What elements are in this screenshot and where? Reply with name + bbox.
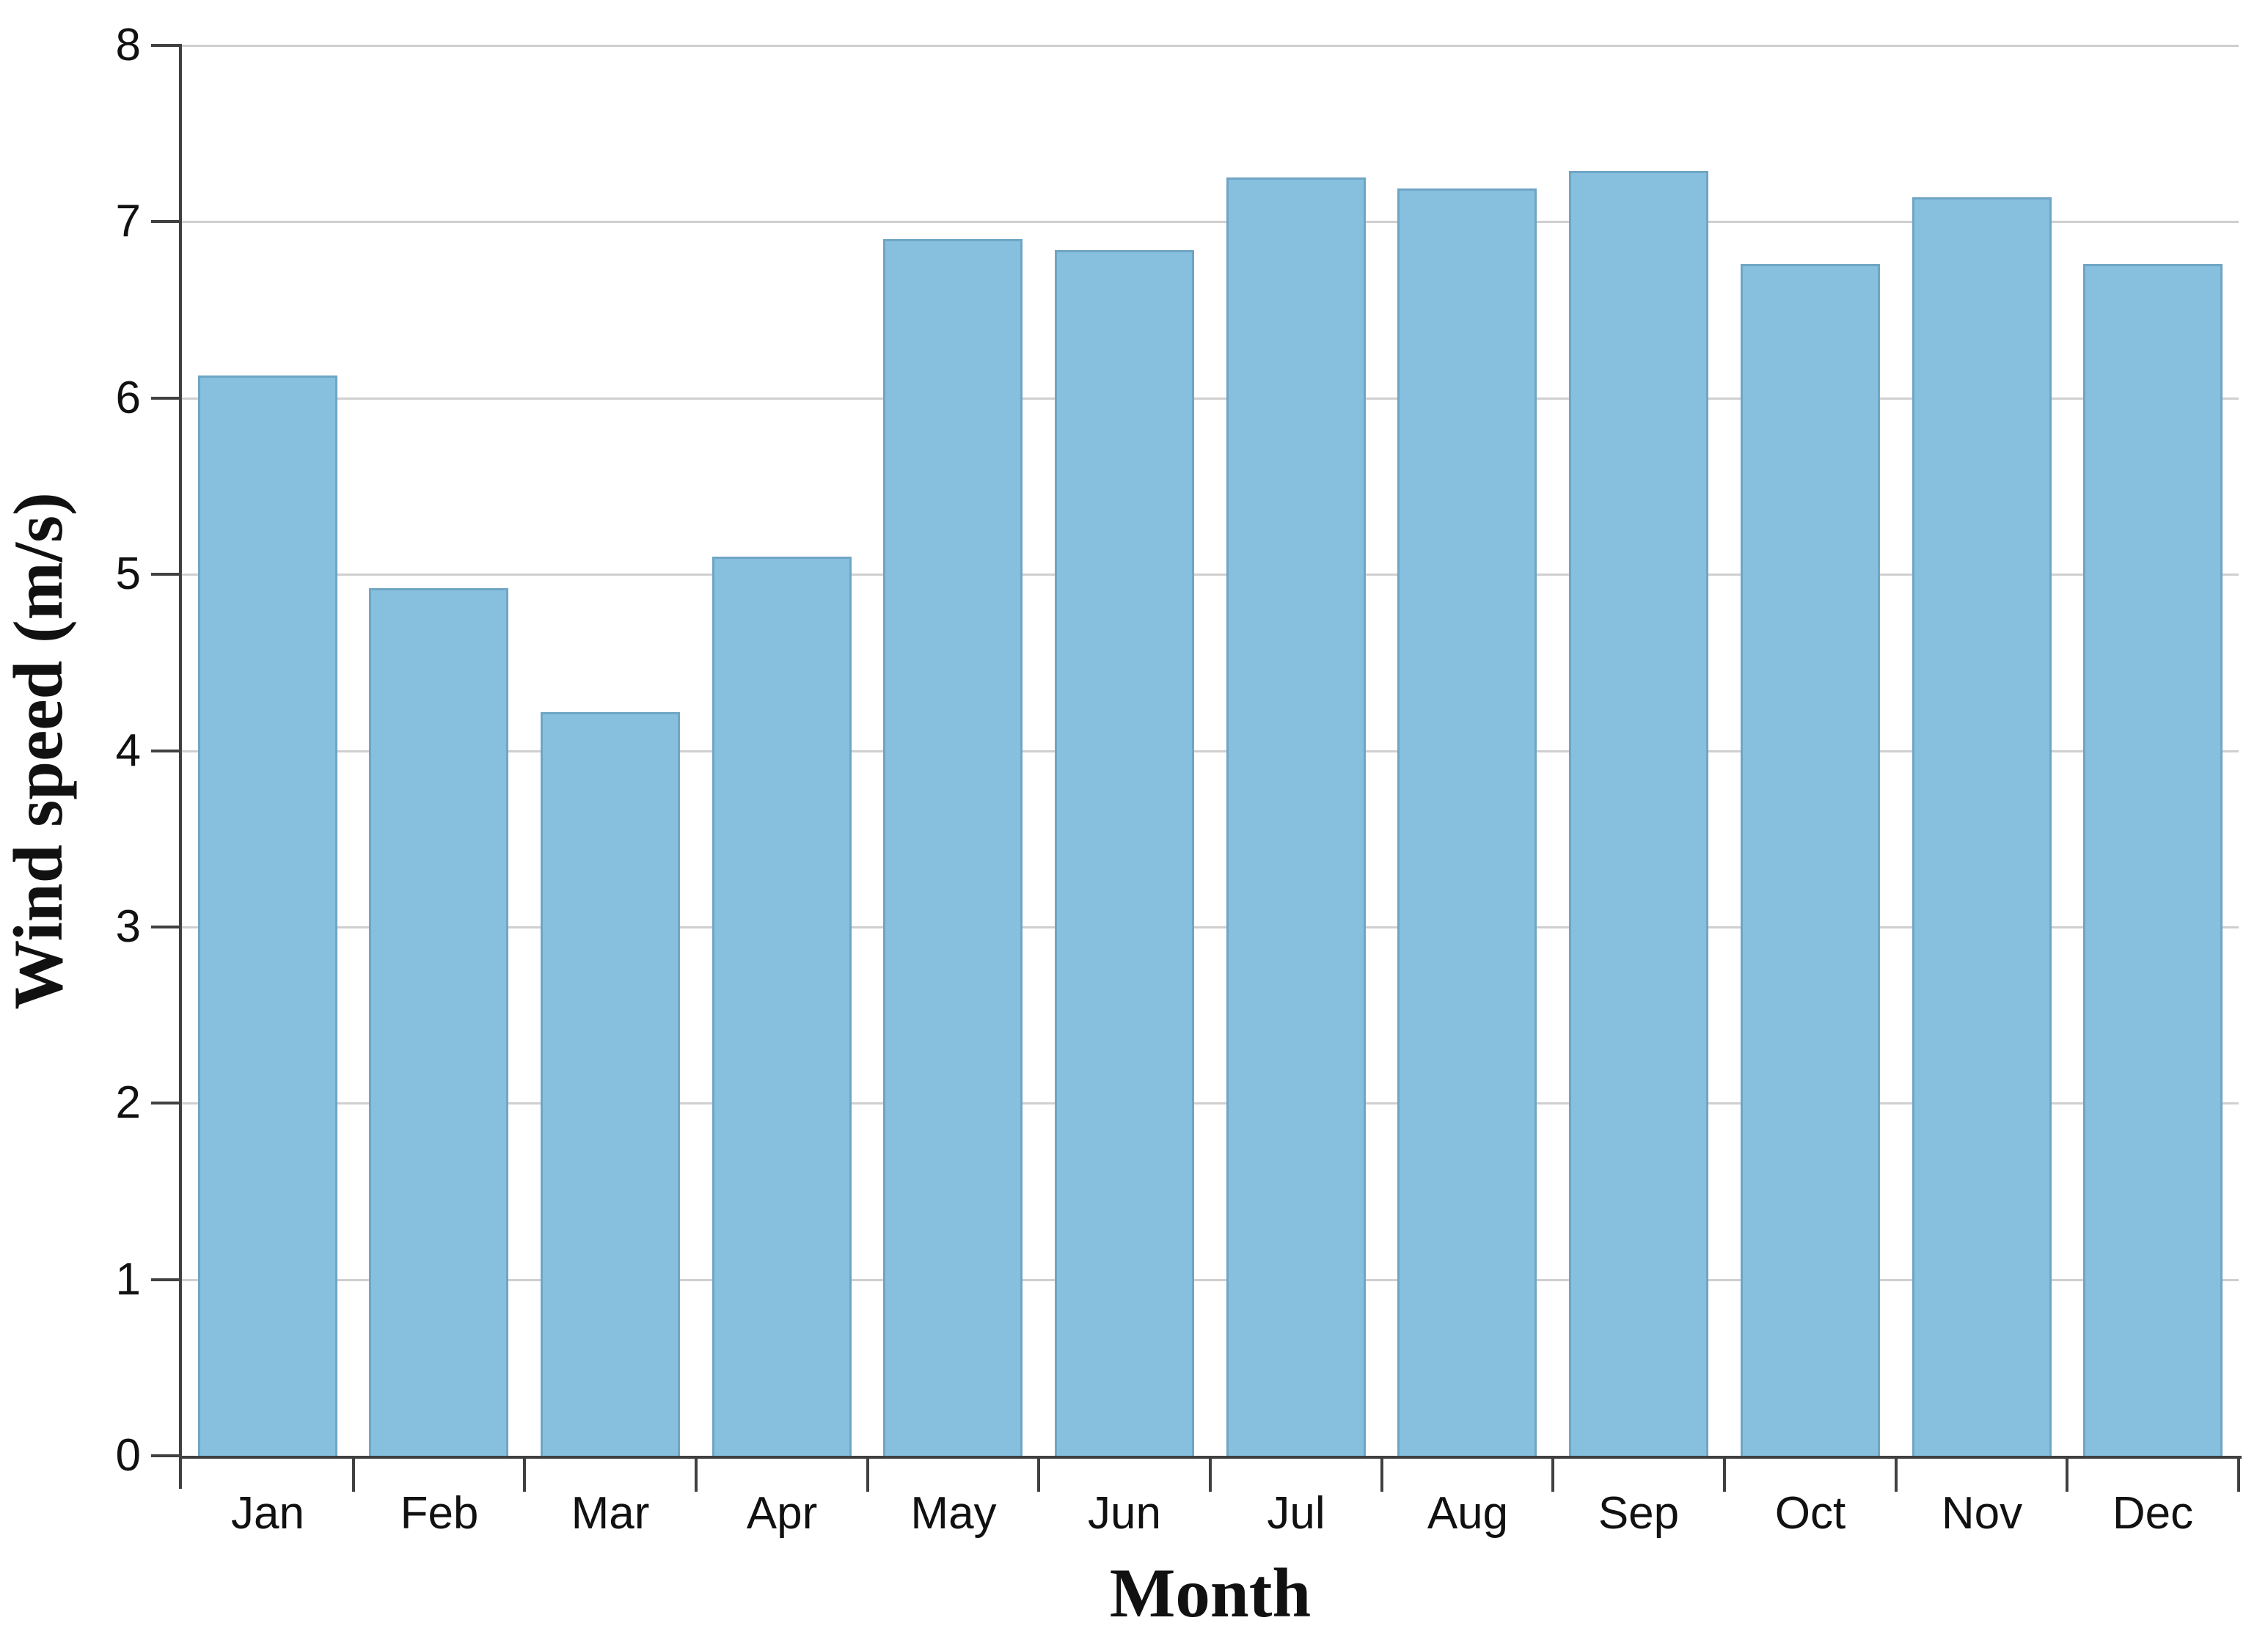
gridline [182,1278,2239,1281]
y-tick-label: 2 [115,1077,141,1129]
x-tick [523,1456,526,1492]
y-tick [151,44,179,47]
y-tick-label: 7 [115,196,141,247]
y-tick [151,396,179,400]
bar-jul [1226,177,1366,1456]
bar-dec [2083,264,2223,1456]
y-tick [151,925,179,928]
bar-jun [1055,250,1194,1456]
x-tick-label: Jan [231,1488,304,1539]
y-tick-label: 4 [115,725,141,776]
y-tick-label: 0 [115,1430,141,1481]
bar-apr [712,557,852,1456]
x-tick-label: Oct [1774,1488,1846,1539]
y-tick [151,1454,179,1457]
bar-feb [369,588,508,1456]
x-tick-label: Mar [571,1488,650,1539]
y-tick-label: 3 [115,901,141,952]
x-tick [2066,1456,2068,1492]
bar-mar [541,712,680,1456]
bar-oct [1741,264,1880,1456]
y-axis-line [179,44,182,1489]
bar-nov [1912,197,2052,1456]
gridline [182,1102,2239,1105]
x-axis-title: Month [1109,1554,1312,1632]
y-tick [151,749,179,752]
x-tick-label: Apr [746,1488,818,1539]
bar-may [883,239,1023,1456]
bar-sep [1569,171,1708,1456]
gridline [182,926,2239,928]
x-tick-label: Sep [1598,1488,1680,1539]
x-tick [1551,1456,1554,1492]
gridline [182,397,2239,400]
x-tick [1037,1456,1040,1492]
y-tick [151,1102,179,1105]
x-tick [2237,1456,2240,1492]
x-tick [695,1456,698,1492]
x-tick [866,1456,869,1492]
x-tick [352,1456,355,1492]
y-tick [151,220,179,224]
x-tick-label: Dec [2112,1488,2194,1539]
x-tick [1380,1456,1383,1492]
x-tick-label: Jun [1088,1488,1161,1539]
y-tick [151,573,179,576]
x-tick-label: Nov [1941,1488,2023,1539]
gridline [182,574,2239,576]
y-tick-label: 1 [115,1253,141,1305]
bar-aug [1397,188,1537,1456]
x-tick [1895,1456,1898,1492]
x-tick-label: Jul [1267,1488,1325,1539]
x-tick [1209,1456,1212,1492]
x-tick-label: May [910,1488,997,1539]
gridline [182,45,2239,47]
y-tick-label: 8 [115,20,141,70]
gridline [182,221,2239,224]
y-tick [151,1278,179,1281]
gridline [182,750,2239,752]
y-tick-label: 6 [115,372,141,423]
y-tick-label: 5 [115,549,141,600]
x-tick-label: Feb [400,1488,479,1539]
bar-jan [198,375,337,1456]
x-tick [1723,1456,1726,1492]
x-tick-label: Aug [1427,1488,1509,1539]
